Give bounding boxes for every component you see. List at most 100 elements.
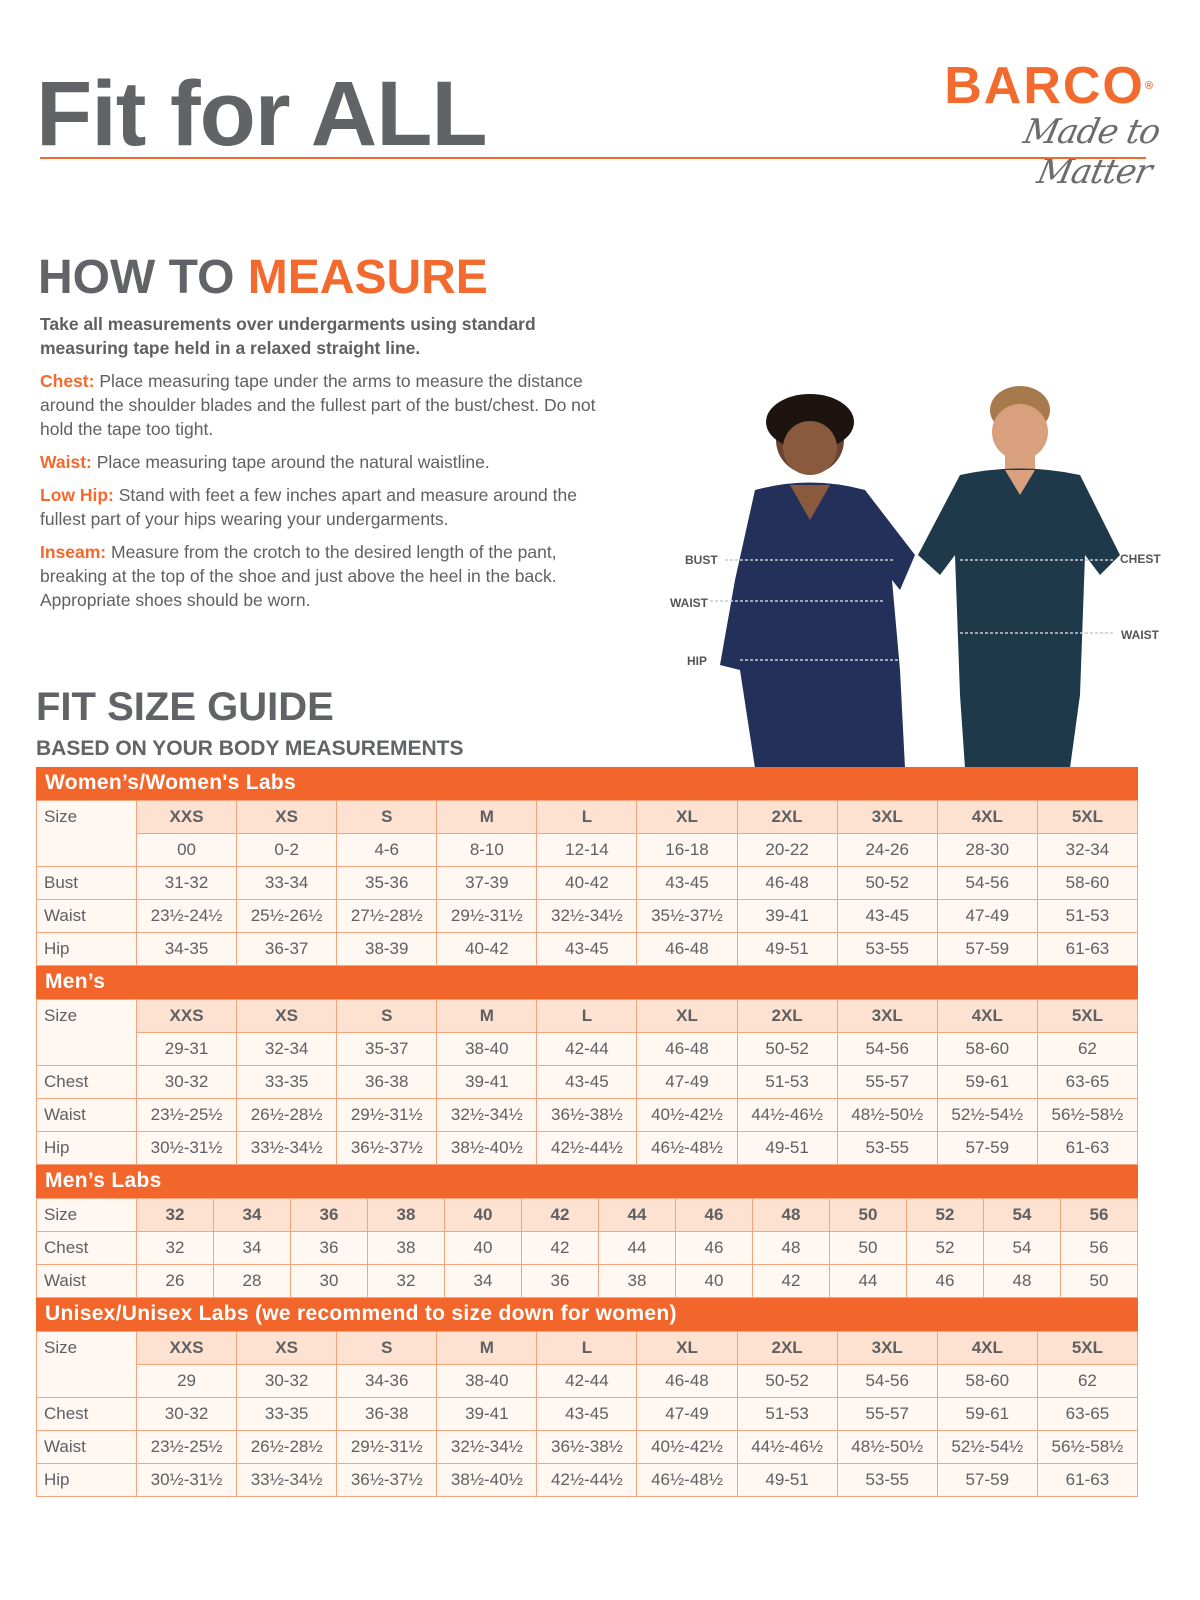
size-cell: XL [636,800,738,834]
waist-label-women: WAIST [670,596,708,610]
numeric-size-cell: 62 [1036,1032,1139,1066]
numeric-size-cell: 32-34 [1036,833,1139,867]
measurement-cell: 30-32 [135,1065,238,1099]
measurement-cell: 32½-34½ [436,1098,538,1132]
table-row: Waist 23½-25½ 26½-28½ 29½-31½ 32½-34½ 36½-38½… [36,1430,1139,1464]
numeric-size-row: 29-31 32-34 35-37 38-40 42-44 46-48 50-52 54-56… [37,1032,1139,1066]
row-label: Hip [36,1463,137,1497]
measurement-cell: 29½-31½ [436,899,538,933]
size-cell: S [336,800,438,834]
barco-logo: BARCO® Made to Matter [944,57,1164,192]
numeric-size-cell: 54-56 [836,1364,938,1398]
measurement-cell: 39-41 [736,899,838,933]
size-cell: 40 [444,1198,522,1232]
size-cell: 48 [752,1198,830,1232]
measurement-cell: 47-49 [936,899,1038,933]
size-cell: 5XL [1036,1331,1139,1365]
numeric-size-cell: 4-6 [336,833,438,867]
row-label: Chest [36,1065,137,1099]
measurement-cell: 49-51 [736,932,838,966]
measurement-cell: 43-45 [536,1397,638,1431]
numeric-size-cell: 34-36 [336,1364,438,1398]
numeric-size-cell: 32-34 [236,1032,338,1066]
measurement-cell: 36 [290,1231,368,1265]
measurement-cell: 42 [752,1264,830,1298]
numeric-size-cell: 38-40 [436,1364,538,1398]
hip-label: HIP [687,654,708,668]
size-cell: L [536,800,638,834]
measurement-cell: 30-32 [135,1397,238,1431]
fit-size-guide-heading: FIT SIZE GUIDE [36,685,334,729]
numeric-size-cell: 46-48 [636,1364,738,1398]
measurement-cell: 59-61 [936,1397,1038,1431]
size-cell: M [436,800,538,834]
measurement-cell: 50 [829,1231,907,1265]
table-row: Waist 26 28 30 32 34 36 38 40 42 44 46 48 50 [36,1264,1138,1298]
measurement-cell: 51-53 [736,1397,838,1431]
measurement-cell: 40 [675,1264,753,1298]
numeric-size-cell: 28-30 [936,833,1038,867]
size-cell: 44 [598,1198,676,1232]
measurement-cell: 38½-40½ [436,1463,538,1497]
measurement-cell: 55-57 [836,1065,938,1099]
measurement-cell: 29½-31½ [336,1098,438,1132]
fit-size-guide-subtitle: BASED ON YOUR BODY MEASUREMENTS [36,737,464,760]
numeric-size-cell: 16-18 [636,833,738,867]
measurement-cell: 46½-48½ [636,1131,738,1165]
size-table-section: Women’s/Women's Labs Size XXS XS S M L XL 2XL 3XL… [36,767,1139,966]
section-header: Women’s/Women's Labs [36,767,1138,800]
measurement-cell: 37-39 [436,866,538,900]
measurement-cell: 34 [444,1264,522,1298]
size-cell: 3XL [836,1331,938,1365]
measurement-cell: 50-52 [836,866,938,900]
measurement-cell: 57-59 [936,1463,1038,1497]
size-table: Size XXS XS S M L XL 2XL 3XL 4XL 5XL 00 0-2 4-6 8-10 12… [36,800,1139,966]
table-row: Chest 30-32 33-35 36-38 39-41 43-45 47-49 51-53… [36,1065,1139,1099]
size-cell: 52 [906,1198,984,1232]
size-cell: 36 [290,1198,368,1232]
size-cell: M [436,999,538,1033]
measurement-cell: 59-61 [936,1065,1038,1099]
row-label: Size [36,800,137,867]
size-cell: 54 [983,1198,1061,1232]
measurement-cell: 54-56 [936,866,1038,900]
measurement-cell: 56½-58½ [1036,1098,1139,1132]
measurement-cell: 42½-44½ [536,1131,638,1165]
measurement-cell: 36½-38½ [536,1430,638,1464]
measurement-cell: 32 [136,1231,214,1265]
measurement-cell: 23½-25½ [135,1098,238,1132]
measure-instructions: Take all measurements over undergarments… [40,312,620,621]
numeric-size-cell: 50-52 [736,1364,838,1398]
measurement-cell: 49-51 [736,1463,838,1497]
numeric-size-cell: 8-10 [436,833,538,867]
size-cell: XS [236,1331,338,1365]
numeric-size-cell: 62 [1036,1364,1139,1398]
size-tables: Women’s/Women's Labs Size XXS XS S M L XL 2XL 3XL… [36,767,1139,1497]
table-row: Hip 30½-31½ 33½-34½ 36½-37½ 38½-40½ 42½-44½ 46… [36,1131,1139,1165]
measurement-cell: 35½-37½ [636,899,738,933]
measurement-cell: 23½-24½ [135,899,238,933]
row-label: Waist [36,1264,137,1298]
numeric-size-cell: 00 [135,833,238,867]
measurement-cell: 46 [906,1264,984,1298]
size-cell: XL [636,999,738,1033]
measurement-cell: 55-57 [836,1397,938,1431]
measurement-cell: 54 [983,1231,1061,1265]
measurement-cell: 44 [598,1231,676,1265]
numeric-size-cell: 54-56 [836,1032,938,1066]
measurement-cell: 43-45 [636,866,738,900]
measurement-cell: 36 [521,1264,599,1298]
section-header: Men’s [36,966,1138,999]
size-cell: 46 [675,1198,753,1232]
numeric-size-cell: 35-37 [336,1032,438,1066]
measurement-cell: 56½-58½ [1036,1430,1139,1464]
measurement-cell: 33½-34½ [236,1463,338,1497]
table-row: Chest 30-32 33-35 36-38 39-41 43-45 47-49 51-53… [36,1397,1139,1431]
measurement-cell: 40 [444,1231,522,1265]
measurement-cell: 39-41 [436,1397,538,1431]
row-label: Chest [36,1397,137,1431]
measurement-cell: 61-63 [1036,932,1139,966]
table-row: Bust 31-32 33-34 35-36 37-39 40-42 43-45 46-48 5… [36,866,1139,900]
measurement-cell: 43-45 [536,1065,638,1099]
header-divider [40,157,1146,159]
